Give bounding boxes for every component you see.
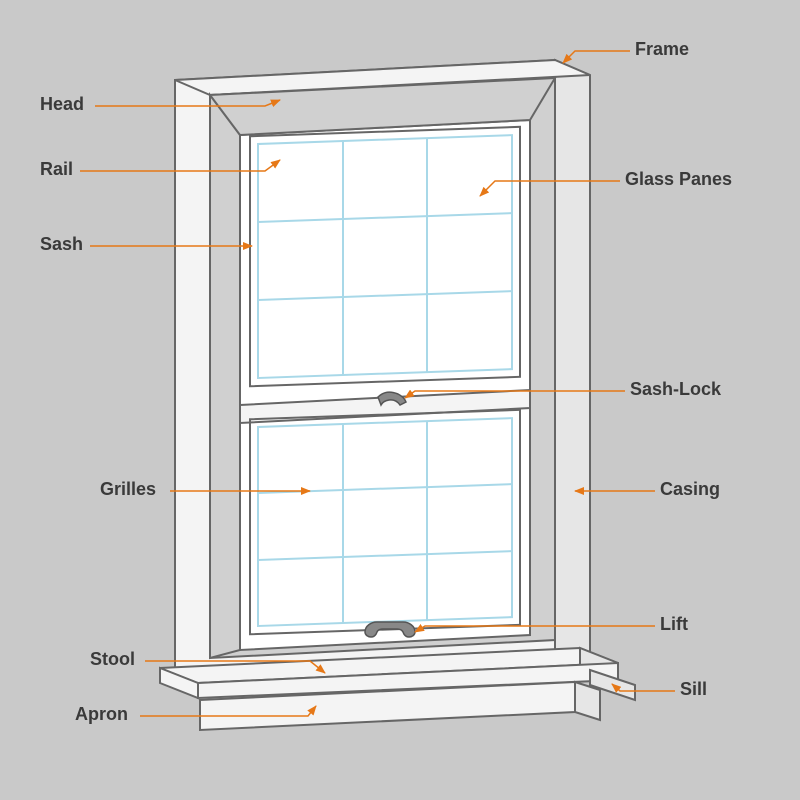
window-illustration	[160, 60, 635, 730]
label-sash: Sash	[40, 234, 83, 254]
label-rail: Rail	[40, 159, 73, 179]
window-parts-diagram: Head Rail Sash Grilles Stool Apron Frame Glass …	[0, 0, 800, 800]
label-sash_lock: Sash-Lock	[630, 379, 722, 399]
label-casing: Casing	[660, 479, 720, 499]
label-frame: Frame	[635, 39, 689, 59]
label-glass_panes: Glass Panes	[625, 169, 732, 189]
label-apron: Apron	[75, 704, 128, 724]
label-sill: Sill	[680, 679, 707, 699]
label-grilles: Grilles	[100, 479, 156, 499]
label-stool: Stool	[90, 649, 135, 669]
label-lift: Lift	[660, 614, 688, 634]
label-head: Head	[40, 94, 84, 114]
